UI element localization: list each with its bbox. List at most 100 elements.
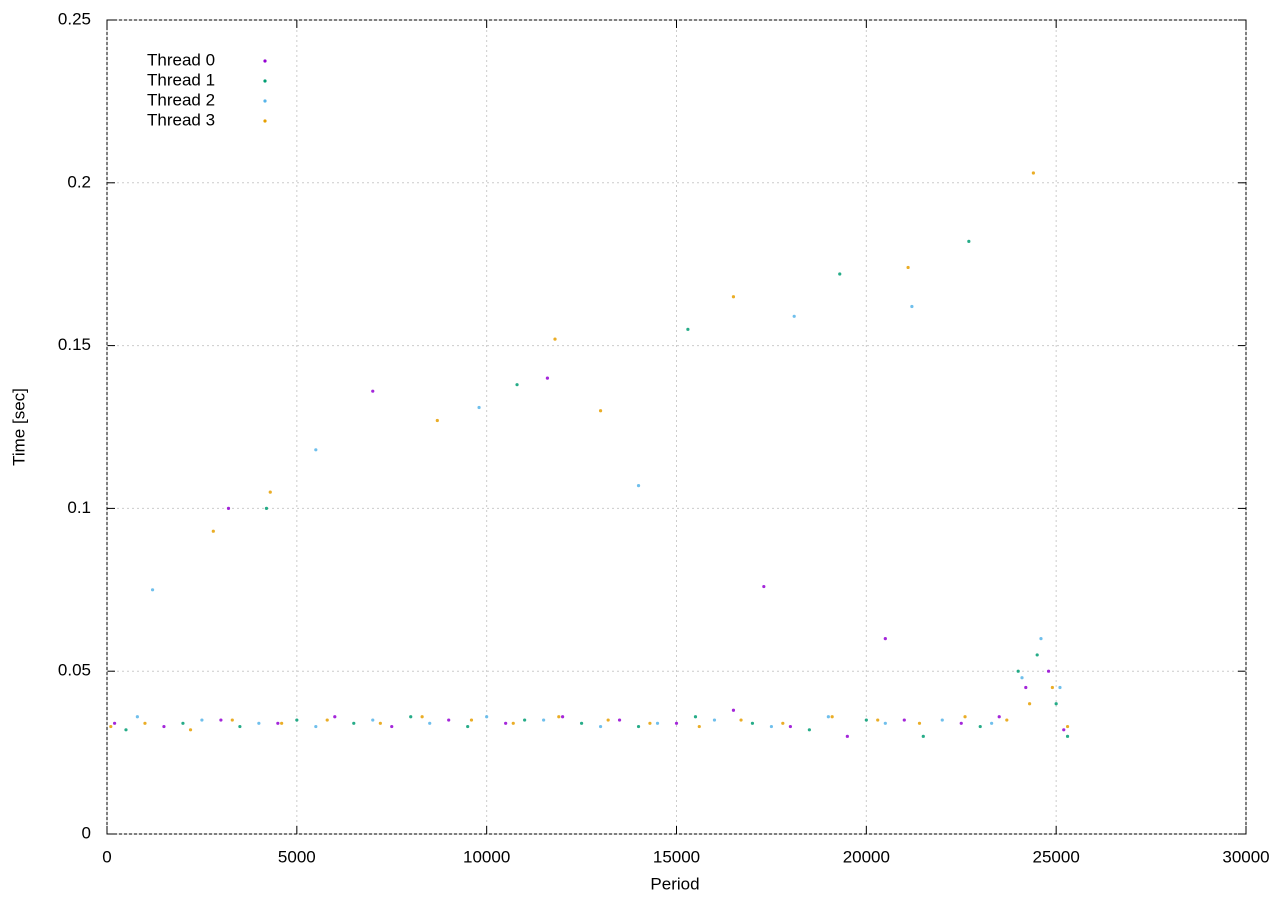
point <box>257 721 261 725</box>
legend-marker <box>263 99 267 103</box>
point <box>902 718 906 722</box>
point <box>606 718 610 722</box>
point <box>769 724 774 729</box>
point <box>352 721 356 725</box>
point <box>830 715 834 719</box>
point <box>1065 734 1070 738</box>
point <box>469 718 474 722</box>
point <box>978 724 982 729</box>
x-tick-label: 10000 <box>463 847 510 866</box>
legend-label: Thread 1 <box>147 70 215 89</box>
point <box>864 718 868 722</box>
point <box>997 715 1001 719</box>
x-tick-label: 0 <box>102 847 111 866</box>
point <box>1054 702 1058 706</box>
y-tick-label: 0.2 <box>67 172 91 191</box>
point <box>112 721 117 725</box>
point <box>515 383 519 387</box>
point <box>1065 724 1070 729</box>
point <box>390 724 394 729</box>
point <box>219 718 223 722</box>
point <box>325 718 329 722</box>
point <box>876 718 880 722</box>
point <box>781 721 785 725</box>
point <box>917 721 922 725</box>
point <box>557 715 561 719</box>
point <box>333 715 337 719</box>
legend-marker <box>263 79 267 83</box>
x-tick-label: 25000 <box>1033 847 1080 866</box>
point <box>162 724 166 729</box>
legend-label: Thread 2 <box>147 90 215 109</box>
x-tick-label: 15000 <box>653 847 700 866</box>
point <box>845 734 849 738</box>
point <box>1020 676 1024 680</box>
point <box>523 718 527 722</box>
legend-marker <box>263 119 267 123</box>
point <box>731 295 736 299</box>
point <box>200 718 204 722</box>
point <box>188 728 193 732</box>
point <box>1024 685 1028 690</box>
point <box>428 721 432 725</box>
point <box>264 506 269 510</box>
point <box>378 721 382 725</box>
point <box>750 721 755 725</box>
point <box>940 718 944 722</box>
y-tick-label: 0.15 <box>58 335 91 354</box>
point <box>693 715 698 719</box>
y-tick-label: 0.05 <box>58 661 91 680</box>
point <box>181 721 185 725</box>
y-axis-label: Time [sec] <box>9 388 28 466</box>
legend-label: Thread 3 <box>147 110 215 129</box>
point <box>712 718 717 722</box>
point <box>314 448 318 452</box>
point <box>579 721 584 725</box>
point <box>409 715 413 719</box>
point <box>1039 637 1043 641</box>
point <box>636 724 641 729</box>
point <box>686 327 690 331</box>
point <box>598 724 603 729</box>
x-tick-label: 5000 <box>278 847 316 866</box>
point <box>1016 669 1020 673</box>
point <box>561 715 565 719</box>
point <box>150 588 155 592</box>
point <box>598 409 603 413</box>
point <box>826 715 830 719</box>
point <box>314 724 318 729</box>
point <box>1058 685 1062 690</box>
point <box>542 718 546 722</box>
point <box>883 721 887 725</box>
point <box>371 718 375 722</box>
point <box>731 708 736 712</box>
point <box>545 376 550 380</box>
point <box>276 721 280 725</box>
point <box>906 265 910 270</box>
point <box>910 304 914 309</box>
point <box>1046 669 1051 673</box>
point <box>967 239 971 244</box>
point <box>226 506 231 510</box>
point <box>466 724 470 729</box>
point <box>371 389 375 393</box>
y-tick-label: 0.25 <box>58 9 91 28</box>
legend-label: Thread 0 <box>147 50 215 69</box>
point <box>807 728 811 732</box>
point <box>143 721 147 725</box>
point <box>485 715 489 719</box>
point <box>280 721 284 725</box>
point <box>135 715 139 719</box>
point <box>921 734 925 738</box>
point <box>553 337 557 341</box>
point <box>477 405 481 410</box>
x-axis-label: Period <box>650 874 699 893</box>
point <box>1062 728 1066 732</box>
point <box>959 721 963 725</box>
point <box>1050 685 1054 690</box>
y-tick-label: 0.1 <box>67 498 91 517</box>
point <box>211 529 215 533</box>
point <box>295 718 299 722</box>
point <box>838 272 842 276</box>
point <box>963 715 967 719</box>
